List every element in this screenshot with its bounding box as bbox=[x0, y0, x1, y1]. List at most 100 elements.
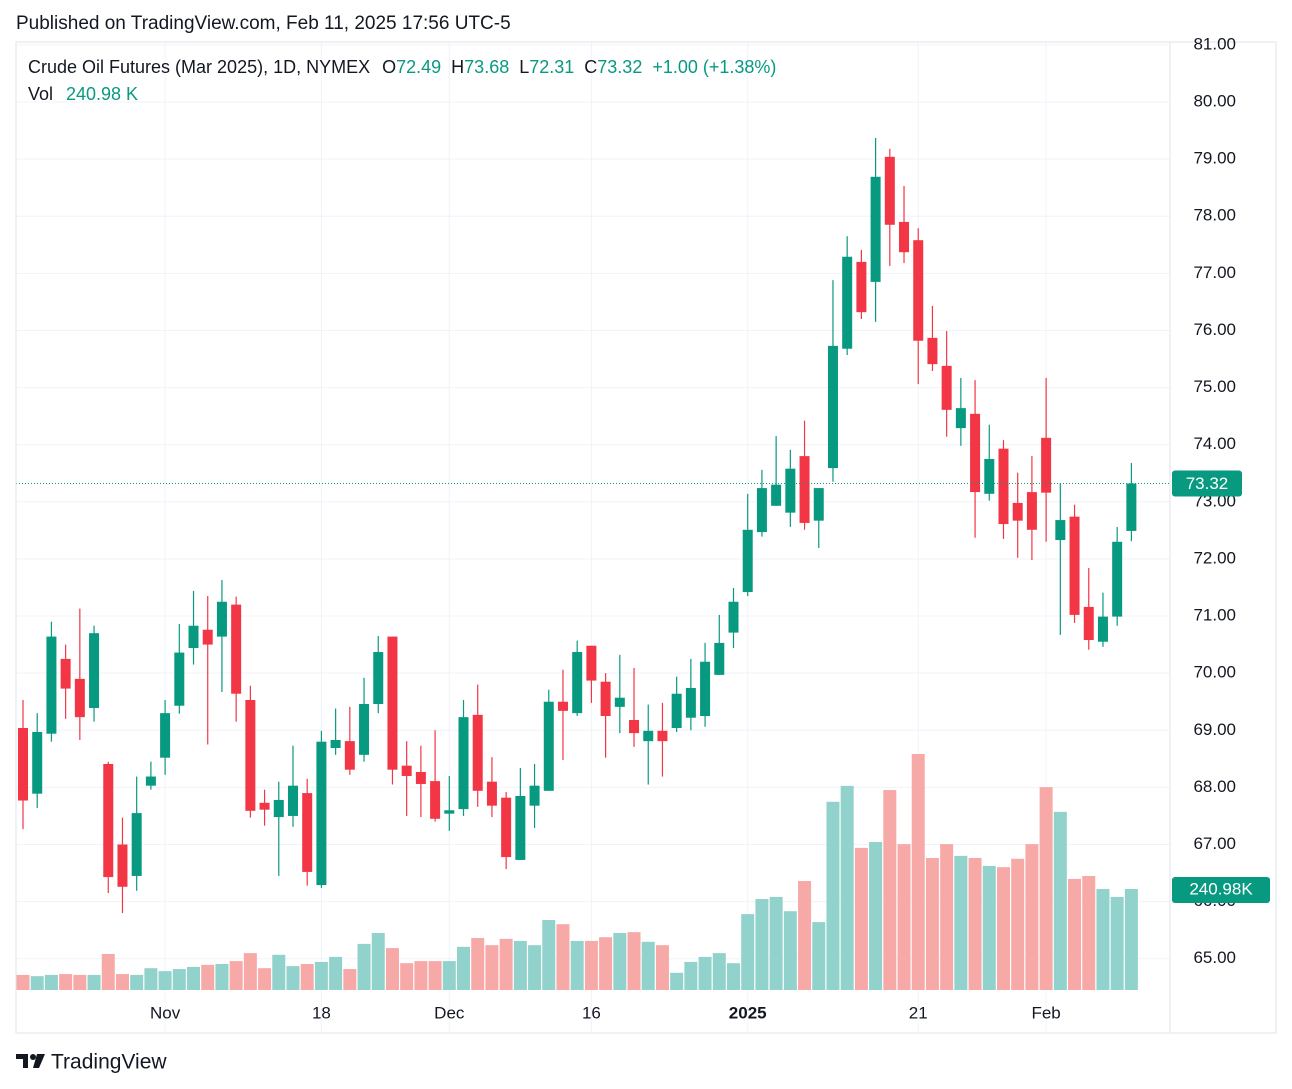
volume-bar bbox=[684, 961, 698, 990]
volume-bar bbox=[655, 945, 669, 990]
volume-bar bbox=[158, 971, 172, 990]
candle-body bbox=[1126, 483, 1137, 531]
volume-bar bbox=[599, 937, 613, 990]
volume-bar bbox=[485, 945, 499, 990]
x-tick-label: 2025 bbox=[729, 1003, 767, 1022]
logo bbox=[16, 1054, 45, 1068]
candle-body bbox=[415, 771, 426, 784]
candle-body bbox=[131, 813, 142, 876]
ohlc-value: 72.49 bbox=[396, 57, 441, 77]
candle-body bbox=[1097, 616, 1108, 642]
logo-mark bbox=[33, 1054, 45, 1068]
x-tick-label: Dec bbox=[434, 1003, 465, 1022]
y-tick-label: 69.00 bbox=[1193, 720, 1236, 739]
volume-bar bbox=[812, 922, 826, 990]
candle-body bbox=[899, 221, 910, 253]
y-tick-label: 70.00 bbox=[1193, 663, 1236, 682]
volume-bar bbox=[258, 968, 272, 990]
volume-bar bbox=[428, 961, 442, 990]
candle-body bbox=[813, 488, 824, 521]
candle-body bbox=[245, 700, 256, 811]
volume-bar bbox=[201, 964, 215, 990]
frame bbox=[15, 41, 1277, 1034]
candle-body bbox=[913, 240, 924, 341]
ohlc-value: 73.32 bbox=[597, 57, 642, 77]
candle-body bbox=[486, 781, 497, 806]
candle-body bbox=[714, 642, 725, 675]
volume-bar bbox=[385, 948, 399, 990]
volume-bar bbox=[343, 969, 357, 990]
candle-body bbox=[799, 456, 810, 523]
candle-body bbox=[444, 810, 455, 814]
volume-bar bbox=[243, 953, 257, 990]
volume-bar bbox=[44, 974, 58, 990]
volume-bar bbox=[897, 844, 911, 990]
brand: TradingView bbox=[51, 1051, 167, 1074]
candle-body bbox=[458, 717, 469, 810]
y-tick-label: 68.00 bbox=[1193, 777, 1236, 796]
volume-bar bbox=[499, 938, 513, 990]
volume-bar bbox=[954, 855, 968, 990]
volume-bar bbox=[1082, 875, 1096, 990]
price-tag-label: 73.32 bbox=[1186, 474, 1229, 493]
candles bbox=[16, 137, 1170, 914]
volume-bar bbox=[556, 924, 570, 990]
candle-body bbox=[259, 802, 270, 810]
volume-bar bbox=[1124, 888, 1138, 990]
volume-bar bbox=[30, 976, 44, 990]
change: +1.00 (+1.38%) bbox=[652, 57, 776, 77]
ohlc-label: L bbox=[519, 57, 529, 77]
candle-body bbox=[344, 741, 355, 770]
candle-body bbox=[557, 701, 568, 711]
volume-bar bbox=[996, 867, 1010, 990]
candle-body bbox=[700, 661, 711, 716]
x-tick-label: 21 bbox=[909, 1003, 928, 1022]
volume-bar bbox=[968, 857, 982, 990]
volume-value: 240.98 K bbox=[66, 84, 138, 104]
y-tick-label: 75.00 bbox=[1193, 377, 1236, 396]
volume-tag bbox=[1172, 876, 1270, 903]
volume-bar bbox=[1068, 878, 1082, 990]
candle-body bbox=[273, 799, 284, 818]
candle-body bbox=[941, 365, 952, 410]
candle-body bbox=[600, 681, 611, 716]
ohlc-label: C bbox=[584, 57, 597, 77]
x-tick-label: 16 bbox=[582, 1003, 601, 1022]
price-tag bbox=[1172, 470, 1242, 497]
volume-bar bbox=[727, 963, 740, 990]
candle-body bbox=[643, 730, 654, 742]
y-tick-label: 79.00 bbox=[1193, 149, 1236, 168]
volume-bar bbox=[87, 974, 101, 990]
volume-bar bbox=[442, 961, 456, 990]
volume-name: Vol bbox=[28, 84, 53, 104]
candle-body bbox=[515, 795, 526, 860]
volume-bar bbox=[542, 919, 556, 990]
volume-bar bbox=[314, 961, 328, 990]
volume-bar bbox=[641, 941, 655, 990]
ohlc-label: O bbox=[382, 57, 396, 77]
logo-mark bbox=[16, 1054, 28, 1068]
candle-body bbox=[728, 601, 739, 633]
volume-bar bbox=[229, 961, 243, 990]
volume-bar bbox=[798, 881, 812, 990]
candle-body bbox=[629, 719, 640, 734]
volume-bar bbox=[1025, 844, 1039, 990]
volume-bar bbox=[698, 956, 712, 990]
candle-body bbox=[501, 797, 512, 858]
y-tick-label: 72.00 bbox=[1193, 548, 1236, 567]
ohlc-value: 72.31 bbox=[529, 57, 574, 77]
candle-body bbox=[856, 261, 867, 313]
volume-bar bbox=[130, 974, 144, 990]
volume-bar bbox=[741, 914, 755, 990]
candle-body bbox=[1012, 502, 1023, 521]
candle-body bbox=[330, 739, 341, 748]
volume-bar bbox=[357, 943, 371, 990]
volume-bar bbox=[329, 956, 343, 990]
y-tick-label: 67.00 bbox=[1193, 834, 1236, 853]
candle-body bbox=[160, 713, 171, 758]
candle-body bbox=[614, 697, 625, 707]
volume-bar bbox=[144, 968, 158, 990]
candle-body bbox=[74, 678, 85, 718]
volume-bar bbox=[1039, 787, 1053, 990]
